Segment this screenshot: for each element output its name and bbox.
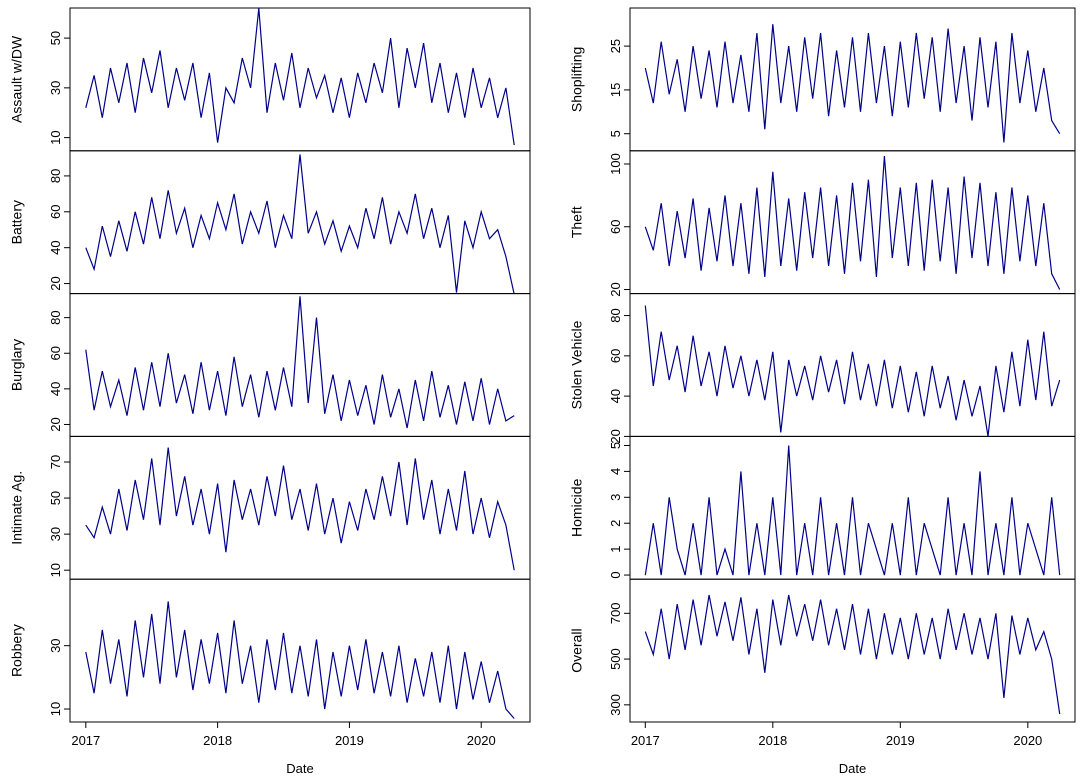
x-tick-label: 2018 bbox=[203, 733, 232, 748]
series-line bbox=[85, 447, 515, 571]
y-tick-label: 3 bbox=[608, 494, 623, 501]
y-tick-label: 20 bbox=[48, 417, 63, 431]
y-axis-label: Intimate Ag. bbox=[9, 471, 25, 545]
y-tick-label: 20 bbox=[608, 282, 623, 296]
x-axis-label: Date bbox=[839, 761, 866, 776]
series-line bbox=[644, 594, 1061, 715]
y-axis-label: Theft bbox=[569, 206, 585, 238]
y-tick-label: 5 bbox=[608, 442, 623, 449]
panel-frame bbox=[69, 435, 531, 580]
panel-frame bbox=[69, 7, 531, 152]
y-axis-label: Overall bbox=[569, 628, 585, 672]
y-tick-label: 60 bbox=[608, 220, 623, 234]
series-line bbox=[644, 156, 1061, 290]
y-axis-label: Robbery bbox=[9, 624, 25, 677]
y-tick-label: 300 bbox=[608, 694, 623, 716]
x-tick-label: 2019 bbox=[335, 733, 364, 748]
y-tick-label: 40 bbox=[48, 382, 63, 396]
y-tick-label: 70 bbox=[48, 455, 63, 469]
x-tick-label: 2017 bbox=[71, 733, 100, 748]
series-line bbox=[85, 154, 515, 294]
x-tick-label: 2020 bbox=[1013, 733, 1042, 748]
y-tick-label: 0 bbox=[608, 571, 623, 578]
y-tick-label: 20 bbox=[608, 429, 623, 443]
panel-frame bbox=[69, 293, 531, 437]
series-line bbox=[644, 445, 1061, 576]
y-tick-label: 40 bbox=[48, 240, 63, 254]
y-axis-label: Burglary bbox=[9, 339, 25, 391]
x-axis-label: Date bbox=[286, 761, 313, 776]
y-tick-label: 80 bbox=[608, 308, 623, 322]
series-line bbox=[644, 305, 1061, 437]
y-tick-label: 25 bbox=[608, 39, 623, 53]
x-tick-label: 2018 bbox=[758, 733, 787, 748]
y-tick-label: 5 bbox=[608, 130, 623, 137]
y-tick-label: 10 bbox=[48, 563, 63, 577]
y-tick-label: 50 bbox=[48, 31, 63, 45]
x-tick-label: 2017 bbox=[631, 733, 660, 748]
panel-frame bbox=[629, 293, 1076, 437]
y-tick-label: 500 bbox=[608, 648, 623, 670]
y-axis-label: Homicide bbox=[569, 478, 585, 537]
y-tick-label: 1 bbox=[608, 546, 623, 553]
y-tick-label: 30 bbox=[48, 638, 63, 652]
y-tick-label: 80 bbox=[48, 310, 63, 324]
y-tick-label: 10 bbox=[48, 702, 63, 716]
y-axis-label: Assault w/DW bbox=[9, 35, 25, 123]
y-tick-label: 80 bbox=[48, 169, 63, 183]
y-tick-label: 20 bbox=[48, 276, 63, 290]
panel-frame bbox=[69, 578, 531, 723]
panel-frame bbox=[69, 150, 531, 295]
y-tick-label: 2 bbox=[608, 520, 623, 527]
series-line bbox=[85, 8, 515, 146]
y-axis-label: Battery bbox=[9, 200, 25, 244]
y-tick-label: 4 bbox=[608, 468, 623, 475]
y-tick-label: 10 bbox=[48, 130, 63, 144]
y-tick-label: 100 bbox=[608, 153, 623, 175]
series-line bbox=[85, 296, 515, 429]
y-axis-label: Stolen Vehicle bbox=[569, 320, 585, 409]
y-tick-label: 60 bbox=[48, 205, 63, 219]
y-tick-label: 40 bbox=[608, 389, 623, 403]
y-axis-label: Shoplifting bbox=[569, 47, 585, 112]
panel-frame bbox=[629, 435, 1076, 580]
y-tick-label: 30 bbox=[48, 527, 63, 541]
series-line bbox=[85, 601, 515, 719]
y-tick-label: 60 bbox=[608, 349, 623, 363]
y-tick-label: 700 bbox=[608, 602, 623, 624]
y-tick-label: 60 bbox=[48, 346, 63, 360]
y-tick-label: 15 bbox=[608, 83, 623, 97]
x-tick-label: 2019 bbox=[886, 733, 915, 748]
x-tick-label: 2020 bbox=[467, 733, 496, 748]
panel-frame bbox=[629, 578, 1076, 723]
y-tick-label: 50 bbox=[48, 491, 63, 505]
y-tick-label: 30 bbox=[48, 81, 63, 95]
series-line bbox=[644, 24, 1061, 143]
